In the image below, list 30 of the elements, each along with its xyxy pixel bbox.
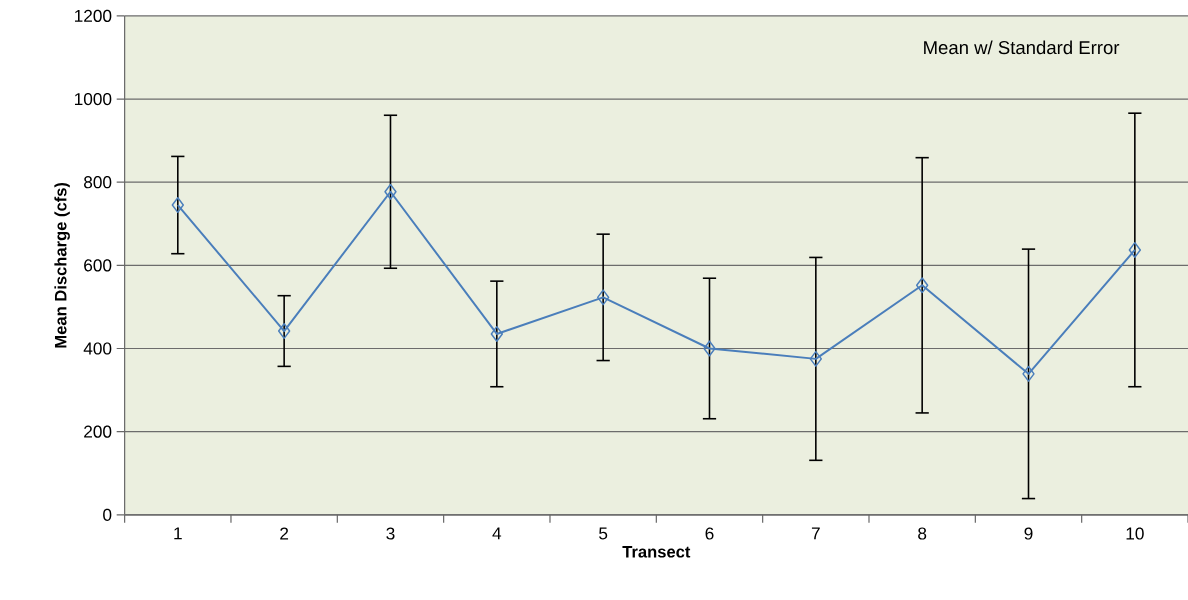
x-tick-label: 7 bbox=[811, 527, 820, 540]
x-axis-title: Transect bbox=[622, 545, 691, 558]
y-axis-title: Mean Discharge (cfs) bbox=[54, 182, 70, 348]
x-tick-label: 9 bbox=[1024, 527, 1033, 540]
point bbox=[277, 322, 291, 339]
y-tick-label: 600 bbox=[84, 259, 112, 272]
y-tick-label: 1200 bbox=[74, 9, 112, 22]
y-tick-label: 800 bbox=[84, 175, 112, 189]
point bbox=[171, 196, 184, 213]
y-tick-label: 0 bbox=[103, 508, 112, 521]
x-tick-label: 5 bbox=[599, 527, 608, 540]
x-tick-label: 1 bbox=[174, 527, 182, 540]
point bbox=[703, 340, 716, 357]
x-tick-label: 2 bbox=[280, 527, 289, 540]
point bbox=[915, 277, 929, 294]
x-tick-label: 4 bbox=[492, 527, 502, 540]
point bbox=[596, 289, 610, 306]
annotation: Mean w/ Standard Error bbox=[924, 40, 1120, 55]
point bbox=[1022, 365, 1035, 382]
x-tick-label: 3 bbox=[386, 527, 395, 540]
y-tick-label: 1000 bbox=[74, 92, 112, 106]
y-tick-label: 400 bbox=[83, 342, 112, 355]
x-tick-label: 6 bbox=[705, 527, 714, 540]
point bbox=[384, 183, 397, 200]
point bbox=[809, 350, 823, 367]
point bbox=[1128, 241, 1142, 258]
y-tick-label: 200 bbox=[84, 425, 112, 438]
x-tick-label: 8 bbox=[918, 527, 927, 540]
point bbox=[490, 325, 504, 342]
x-tick-label: 10 bbox=[1126, 527, 1144, 540]
